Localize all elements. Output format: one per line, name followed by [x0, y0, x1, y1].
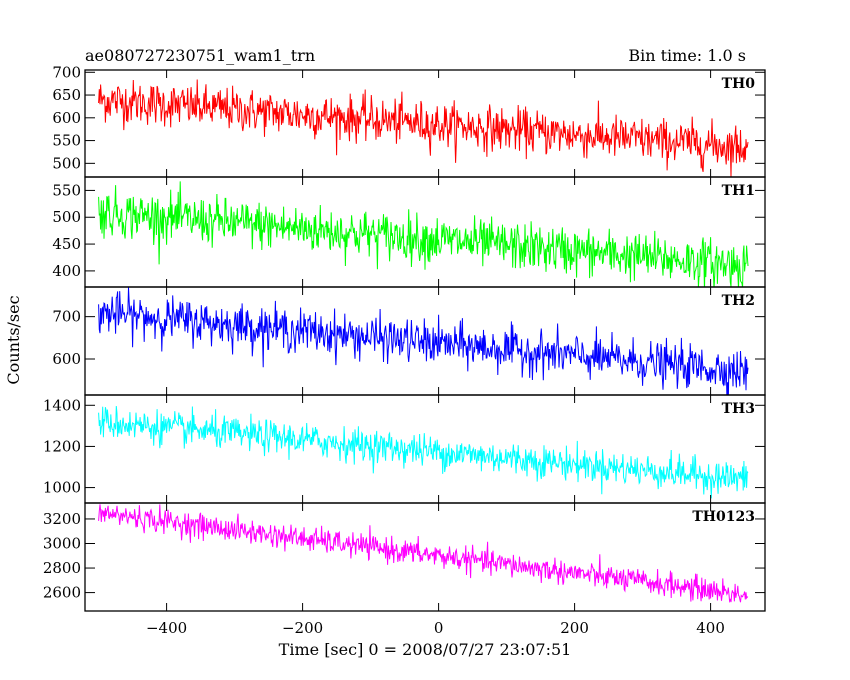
series-line-th0: [98, 79, 749, 177]
x-axis-label: Time [sec] 0 = 2008/07/27 23:07:51: [279, 640, 572, 659]
y-tick-label: 500: [52, 154, 81, 172]
y-tick-label: 1400: [43, 396, 81, 414]
y-tick-label: 550: [52, 132, 81, 150]
y-tick-label: 3000: [43, 535, 81, 553]
y-axis-label: Counts/sec: [4, 295, 23, 384]
y-tick-label: 2800: [43, 559, 81, 577]
y-tick-label: 1200: [43, 437, 81, 455]
panel-label-th3: TH3: [722, 401, 755, 417]
bin-time-label: Bin time: 1.0 s: [628, 46, 746, 65]
panel-frame-th0: [84, 69, 766, 178]
panel-label-th0123: TH0123: [692, 509, 755, 525]
y-tick-label: 450: [52, 235, 81, 253]
y-tick-label: 700: [52, 63, 81, 81]
x-tick-label: 0: [434, 619, 444, 637]
x-tick-label: 400: [696, 619, 725, 637]
y-tick-label: 3200: [43, 510, 81, 528]
y-tick-label: 2600: [43, 584, 81, 602]
panel-frame-th0123: [84, 502, 766, 612]
series-line-th0123: [98, 504, 749, 604]
series-line-th3: [98, 405, 749, 499]
x-tick-label: 200: [560, 619, 589, 637]
y-tick-label: 400: [52, 262, 81, 280]
series-line-th2: [98, 287, 749, 395]
x-tick-label: −200: [282, 619, 323, 637]
chart-title: ae080727230751_wam1_trn: [85, 46, 315, 65]
y-tick-label: 500: [52, 208, 81, 226]
panel-label-th2: TH2: [722, 293, 755, 309]
panel-frame-th3: [84, 394, 766, 504]
panels-group: 500 550 600 650 700 TH0 400 450 500 550 TH1 600 700 T…: [43, 63, 766, 637]
panel-label-th1: TH1: [722, 183, 755, 199]
y-tick-label: 550: [52, 181, 81, 199]
y-tick-label: 600: [52, 350, 81, 368]
y-tick-label: 650: [52, 86, 81, 104]
panel-label-th0: TH0: [722, 76, 756, 92]
series-line-th1: [98, 181, 749, 287]
y-tick-label: 1000: [43, 479, 81, 497]
y-tick-label: 700: [52, 308, 81, 326]
y-tick-label: 600: [52, 109, 81, 127]
x-tick-label: −400: [146, 619, 187, 637]
